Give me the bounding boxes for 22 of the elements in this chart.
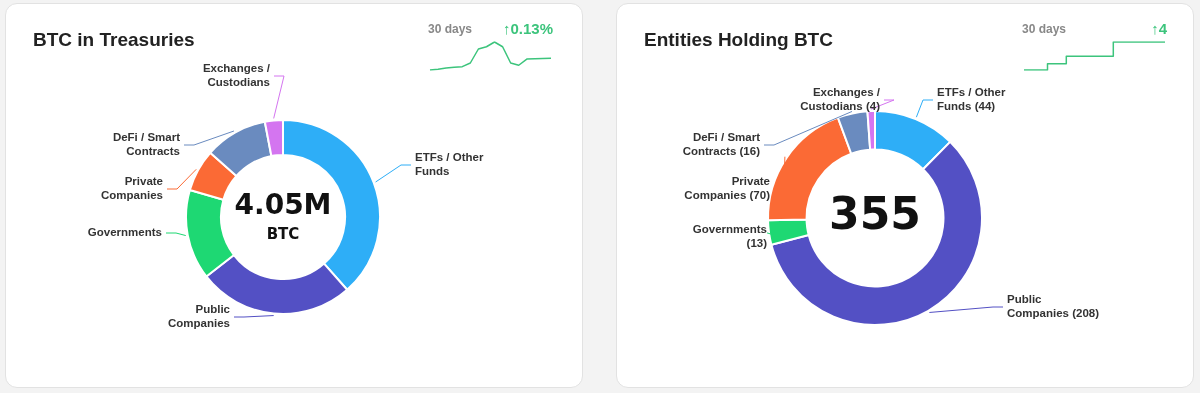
chart-title: 30 days — [428, 22, 473, 36]
slice-label: Governments — [87, 226, 162, 239]
data-label: (13) — [746, 237, 768, 250]
chart-title: BTC in Treasuries — [33, 29, 195, 51]
slice-label: Private Companies (70) — [684, 175, 771, 202]
text: BTC — [266, 224, 300, 243]
text: ↑0.13% — [502, 20, 553, 37]
slice-label: Exchanges / Custodians (4) — [800, 86, 881, 113]
text: 355 — [829, 188, 921, 240]
chart-title: 30 days — [1022, 22, 1067, 36]
slice-label: Exchanges / Custodians — [202, 62, 271, 89]
text: 4.05M — [234, 188, 332, 222]
slice-label: DeFi / Smart Contracts — [112, 131, 181, 158]
slice-label: DeFi / Smart Contracts (16) — [682, 131, 761, 158]
slice-label: Public Companies (208) — [1007, 293, 1100, 320]
slice-label: Governments — [692, 223, 767, 236]
slice-label: ETFs / Other Funds — [415, 151, 484, 178]
slice-label: Private Companies — [101, 175, 163, 202]
slice-label: ETFs / Other Funds (44) — [937, 86, 1006, 113]
text: ↑4 — [1151, 20, 1167, 37]
slice-label: Public Companies — [168, 303, 231, 330]
chart-title: Entities Holding BTC — [644, 29, 833, 51]
